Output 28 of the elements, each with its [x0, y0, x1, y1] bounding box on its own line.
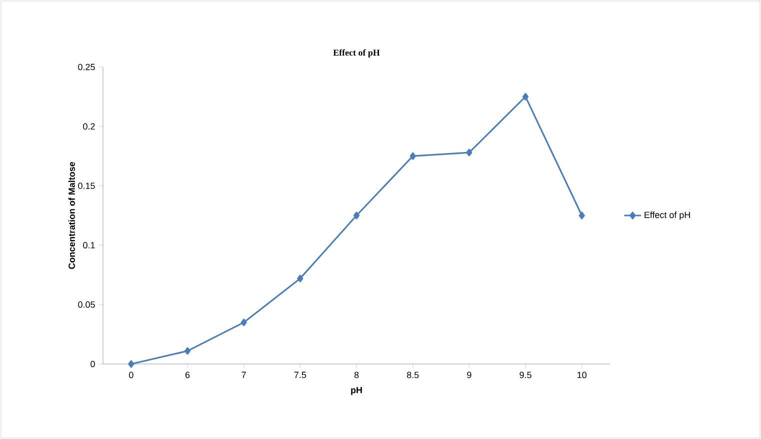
- y-tick-label: 0.05: [78, 301, 95, 308]
- x-tick-label: 10: [578, 372, 586, 378]
- y-tick-label: 0.1: [83, 242, 95, 248]
- x-tick-label: 7.5: [294, 372, 306, 378]
- chart-title: Effect of pH: [333, 49, 380, 58]
- x-axis-title: pH: [351, 386, 362, 395]
- point: [466, 148, 472, 156]
- x-tick-label: 7: [242, 372, 246, 378]
- x-tick-label: 8.5: [406, 372, 419, 378]
- point: [410, 152, 416, 160]
- point: [353, 212, 360, 220]
- point: [184, 347, 191, 355]
- x-tick-label: 8: [354, 372, 359, 378]
- y-tick-label: 0.25: [78, 64, 95, 70]
- legend-label: Effect of pH: [644, 212, 690, 220]
- point: [128, 360, 134, 368]
- y-tick-label: 0: [90, 360, 95, 368]
- point: [522, 92, 529, 100]
- point: [578, 212, 585, 220]
- x-tick-label: 6: [185, 372, 190, 378]
- point: [240, 318, 247, 326]
- y-axis-title: Concentration of Maltose: [68, 162, 75, 269]
- x-tick-label: 9: [467, 372, 472, 378]
- y-tick-label: 0.2: [83, 123, 95, 130]
- y-tick-label: 0.15: [78, 182, 95, 189]
- point: [297, 274, 304, 282]
- x-tick-label: 9.5: [520, 372, 532, 378]
- x-tick-label: 0: [129, 372, 134, 378]
